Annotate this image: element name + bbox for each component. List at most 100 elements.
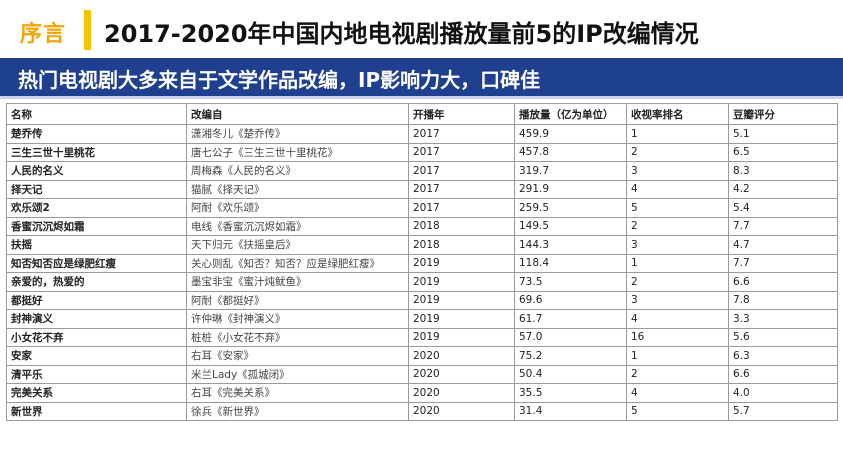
cell-rank: 4 — [626, 383, 729, 403]
cell-views: 144.3 — [514, 235, 627, 255]
cell-views: 57.0 — [514, 327, 627, 347]
cell-rank: 2 — [626, 216, 729, 236]
table-row: 楚乔传 潇湘冬儿《楚乔传》 2017 459.9 1 5.1 — [6, 124, 838, 144]
cell-year: 2020 — [408, 401, 515, 421]
cell-year: 2020 — [408, 364, 515, 384]
cell-douban: 6.6 — [728, 364, 838, 384]
table-row: 亲爱的，热爱的 墨宝非宝《蜜汁炖鱿鱼》 2019 73.5 2 6.6 — [6, 272, 838, 292]
cell-source: 电线《香蜜沉沉烬如霜》 — [186, 216, 409, 236]
table-row: 都挺好 阿耐《都挺好》 2019 69.6 3 7.8 — [6, 290, 838, 310]
cell-name: 清平乐 — [6, 364, 187, 384]
cell-year: 2017 — [408, 142, 515, 162]
cell-views: 69.6 — [514, 290, 627, 310]
table-row: 欢乐颂2 阿耐《欢乐颂》 2017 259.5 5 5.4 — [6, 198, 838, 218]
cell-year: 2019 — [408, 272, 515, 292]
table-row: 择天记 猫腻《择天记》 2017 291.9 4 4.2 — [6, 179, 838, 199]
cell-douban: 4.2 — [728, 179, 838, 199]
data-table-container: 名称 改编自 开播年 播放量（亿为单位） 收视率排名 豆瓣评分 楚乔传 潇湘冬儿《… — [6, 103, 838, 421]
cell-name: 扶摇 — [6, 235, 187, 255]
cell-name: 小女花不弃 — [6, 327, 187, 347]
cell-rank: 3 — [626, 290, 729, 310]
cell-rank: 3 — [626, 161, 729, 181]
cell-views: 31.4 — [514, 401, 627, 421]
cell-source: 阿耐《欢乐颂》 — [186, 198, 409, 218]
cell-views: 61.7 — [514, 309, 627, 329]
cell-views: 35.5 — [514, 383, 627, 403]
cell-douban: 6.5 — [728, 142, 838, 162]
cell-name: 都挺好 — [6, 290, 187, 310]
cell-rank: 1 — [626, 253, 729, 273]
cell-douban: 6.3 — [728, 346, 838, 366]
table-row: 小女花不弃 桩桩《小女花不弃》 2019 57.0 16 5.6 — [6, 327, 838, 347]
table-body: 楚乔传 潇湘冬儿《楚乔传》 2017 459.9 1 5.1 三生三世十里桃花 唐七公子《三生… — [6, 124, 838, 421]
cell-douban: 7.8 — [728, 290, 838, 310]
cell-source: 墨宝非宝《蜜汁炖鱿鱼》 — [186, 272, 409, 292]
cell-douban: 4.0 — [728, 383, 838, 403]
cell-year: 2018 — [408, 235, 515, 255]
cell-name: 亲爱的，热爱的 — [6, 272, 187, 292]
cell-source: 右耳《安家》 — [186, 346, 409, 366]
header-name: 名称 — [6, 103, 187, 125]
cell-source: 阿耐《都挺好》 — [186, 290, 409, 310]
cell-views: 459.9 — [514, 124, 627, 144]
cell-name: 择天记 — [6, 179, 187, 199]
banner-text: 热门电视剧大多来自于文学作品改编，IP影响力大，口碑佳 — [18, 68, 541, 92]
cell-year: 2019 — [408, 253, 515, 273]
accent-bar — [84, 10, 91, 50]
cell-douban: 5.7 — [728, 401, 838, 421]
section-label: 序言 — [20, 22, 67, 47]
cell-year: 2019 — [408, 290, 515, 310]
cell-rank: 2 — [626, 272, 729, 292]
cell-year: 2017 — [408, 198, 515, 218]
page-title: 2017-2020年中国内地电视剧播放量前5的IP改编情况 — [104, 20, 699, 48]
cell-rank: 5 — [626, 401, 729, 421]
cell-source: 徐兵《新世界》 — [186, 401, 409, 421]
cell-year: 2020 — [408, 383, 515, 403]
cell-rank: 1 — [626, 346, 729, 366]
cell-year: 2017 — [408, 124, 515, 144]
ip-adaptation-table: 名称 改编自 开播年 播放量（亿为单位） 收视率排名 豆瓣评分 楚乔传 潇湘冬儿《… — [6, 103, 838, 421]
cell-source: 右耳《完美关系》 — [186, 383, 409, 403]
header-views: 播放量（亿为单位） — [514, 103, 627, 125]
cell-year: 2019 — [408, 327, 515, 347]
header-douban: 豆瓣评分 — [728, 103, 838, 125]
cell-year: 2018 — [408, 216, 515, 236]
cell-name: 欢乐颂2 — [6, 198, 187, 218]
cell-source: 桩桩《小女花不弃》 — [186, 327, 409, 347]
cell-views: 457.8 — [514, 142, 627, 162]
cell-rank: 2 — [626, 364, 729, 384]
cell-views: 73.5 — [514, 272, 627, 292]
cell-views: 75.2 — [514, 346, 627, 366]
cell-source: 周梅森《人民的名义》 — [186, 161, 409, 181]
cell-views: 319.7 — [514, 161, 627, 181]
cell-name: 三生三世十里桃花 — [6, 142, 187, 162]
cell-source: 天下归元《扶摇皇后》 — [186, 235, 409, 255]
table-header-row: 名称 改编自 开播年 播放量（亿为单位） 收视率排名 豆瓣评分 — [6, 103, 838, 125]
cell-name: 新世界 — [6, 401, 187, 421]
header-year: 开播年 — [408, 103, 515, 125]
cell-views: 118.4 — [514, 253, 627, 273]
cell-name: 楚乔传 — [6, 124, 187, 144]
cell-name: 安家 — [6, 346, 187, 366]
cell-source: 许仲琳《封神演义》 — [186, 309, 409, 329]
cell-views: 149.5 — [514, 216, 627, 236]
cell-source: 米兰Lady《孤城闭》 — [186, 364, 409, 384]
cell-douban: 7.7 — [728, 216, 838, 236]
cell-douban: 5.1 — [728, 124, 838, 144]
cell-name: 香蜜沉沉烬如霜 — [6, 216, 187, 236]
cell-rank: 2 — [626, 142, 729, 162]
table-row: 新世界 徐兵《新世界》 2020 31.4 5 5.7 — [6, 401, 838, 421]
table-row: 香蜜沉沉烬如霜 电线《香蜜沉沉烬如霜》 2018 149.5 2 7.7 — [6, 216, 838, 236]
cell-douban: 4.7 — [728, 235, 838, 255]
page-header: 序言 2017-2020年中国内地电视剧播放量前5的IP改编情况 — [0, 0, 843, 58]
table-row: 完美关系 右耳《完美关系》 2020 35.5 4 4.0 — [6, 383, 838, 403]
table-row: 清平乐 米兰Lady《孤城闭》 2020 50.4 2 6.6 — [6, 364, 838, 384]
cell-source: 潇湘冬儿《楚乔传》 — [186, 124, 409, 144]
cell-name: 人民的名义 — [6, 161, 187, 181]
cell-name: 封神演义 — [6, 309, 187, 329]
cell-source: 猫腻《择天记》 — [186, 179, 409, 199]
cell-source: 关心则乱《知否？知否？应是绿肥红瘦》 — [186, 253, 409, 273]
cell-rank: 5 — [626, 198, 729, 218]
cell-rank: 1 — [626, 124, 729, 144]
subtitle-banner: 热门电视剧大多来自于文学作品改编，IP影响力大，口碑佳 — [0, 58, 843, 99]
